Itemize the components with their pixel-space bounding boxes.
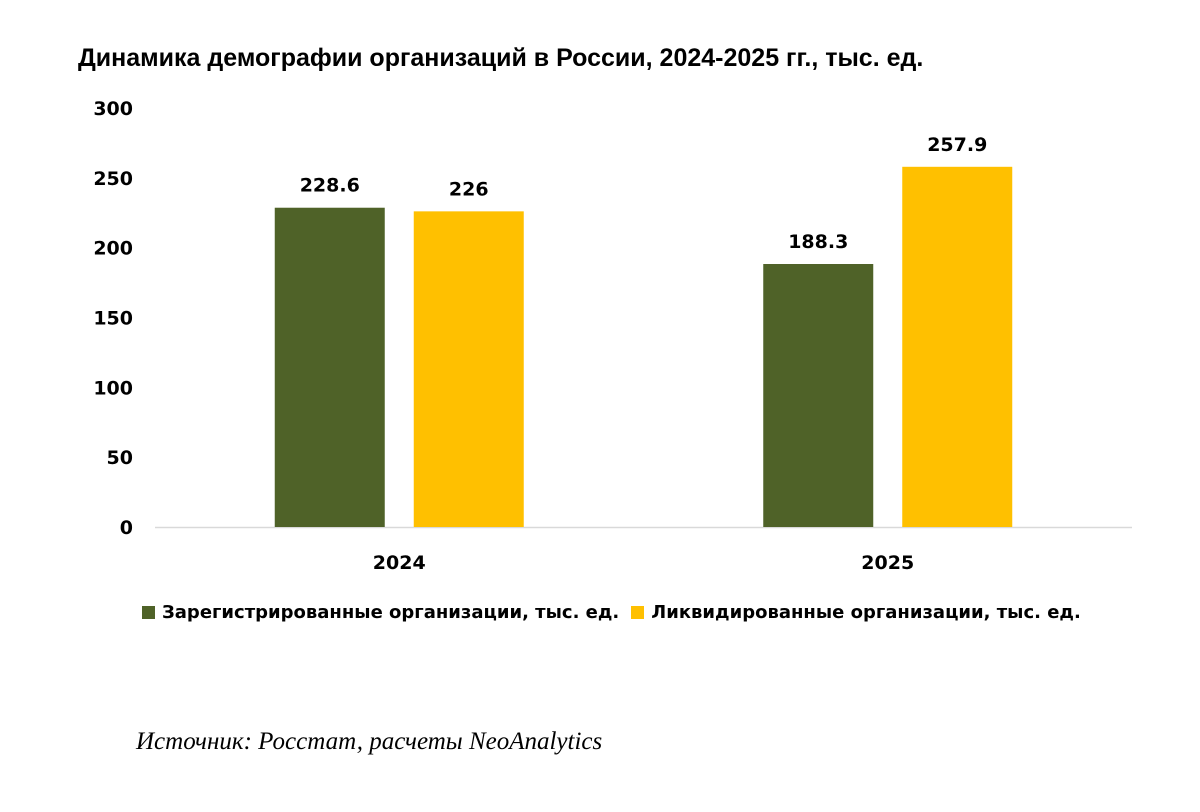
y-tick-label: 50 — [107, 447, 133, 469]
data-labels-group: 228.6 226 188.3 257.9 — [300, 134, 988, 253]
y-tick-label: 300 — [93, 98, 133, 120]
x-tick-label: 2025 — [861, 552, 914, 574]
bar-liquidated-2024[interactable] — [413, 211, 524, 527]
y-tick-label: 250 — [93, 168, 133, 190]
legend-label-liquidated: Ликвидированные организации, тыс. ед. — [651, 602, 1081, 623]
legend-item-registered[interactable]: Зарегистрированные организации, тыс. ед. — [142, 602, 619, 623]
data-label: 226 — [449, 178, 489, 200]
data-label: 228.6 — [300, 175, 360, 197]
data-label: 257.9 — [927, 134, 987, 156]
x-axis: 2024 2025 — [373, 552, 914, 574]
y-tick-label: 200 — [93, 238, 133, 260]
legend-swatch-liquidated — [631, 606, 645, 619]
chart-title: Динамика демографии организаций в России… — [78, 44, 924, 72]
legend: Зарегистрированные организации, тыс. ед.… — [142, 602, 1093, 623]
y-tick-label: 150 — [93, 308, 133, 330]
legend-item-liquidated[interactable]: Ликвидированные организации, тыс. ед. — [631, 602, 1081, 623]
source-note: Источник: Росстат, расчеты NeoAnalytics — [136, 728, 603, 755]
bar-liquidated-2025[interactable] — [902, 166, 1013, 527]
y-tick-label: 100 — [93, 377, 133, 399]
bar-registered-2024[interactable] — [274, 207, 385, 528]
y-tick-label: 0 — [120, 517, 133, 539]
legend-label-registered: Зарегистрированные организации, тыс. ед. — [162, 602, 620, 623]
y-axis: 0 50 100 150 200 250 300 — [93, 98, 133, 539]
legend-swatch-registered — [142, 606, 155, 619]
bar-registered-2025[interactable] — [763, 264, 874, 527]
bars-group — [274, 166, 1013, 528]
data-label: 188.3 — [788, 231, 848, 253]
x-tick-label: 2024 — [373, 552, 426, 574]
